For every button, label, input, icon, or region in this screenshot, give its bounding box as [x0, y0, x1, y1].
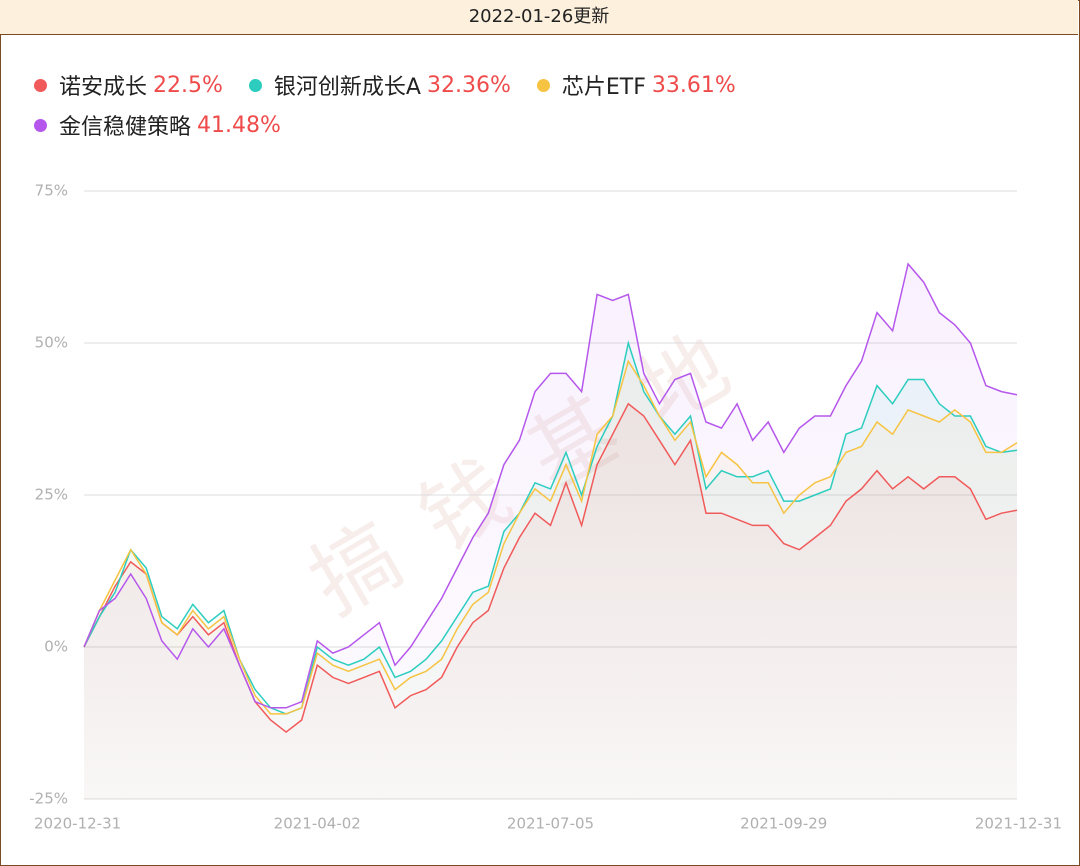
legend-marker	[34, 118, 47, 132]
legend-value: 32.36%	[426, 72, 511, 98]
x-tick-label: 2021-12-31	[975, 815, 1062, 833]
legend-marker	[248, 78, 262, 92]
y-tick-label: -25%	[29, 790, 68, 808]
legend: 诺安成长 22.5% 银河创新成长A 32.36% 芯片ETF 33.61% 金信稳健策略 4…	[34, 72, 934, 140]
line	[83, 359, 1018, 715]
y-tick-label: 25%	[35, 486, 68, 504]
legend-value: 33.61%	[651, 72, 736, 98]
legend-label: 银河创新成长A	[273, 75, 421, 100]
legend-value: 41.48%	[197, 112, 281, 138]
legend-marker	[536, 78, 550, 92]
y-tick-label: 0%	[44, 638, 68, 656]
y-tick-label: 50%	[35, 334, 68, 352]
header-title: 2022-01-26更新	[0, 0, 1078, 35]
x-tick-label: 2021-09-29	[740, 815, 827, 833]
legend-label: 金信稳健策略	[59, 115, 192, 140]
legend-value: 22.5%	[153, 72, 223, 98]
area	[84, 403, 1017, 799]
legend-label: 诺安成长	[59, 75, 148, 100]
x-tick-label: 2020-12-31	[34, 815, 121, 833]
legend-item: 芯片ETF 33.61%	[536, 72, 736, 100]
line	[83, 262, 1018, 709]
x-tick-label: 2021-04-02	[274, 815, 361, 833]
legend-item: 金信稳健策略 41.48%	[34, 112, 281, 140]
x-tick-label: 2021-07-05	[507, 815, 594, 833]
y-tick-label: 75%	[35, 182, 68, 200]
legend-item: 诺安成长 22.5%	[34, 72, 223, 100]
legend-label: 芯片ETF	[561, 75, 646, 100]
legend-item: 银河创新成长A 32.36%	[248, 72, 511, 100]
legend-marker	[34, 78, 47, 92]
